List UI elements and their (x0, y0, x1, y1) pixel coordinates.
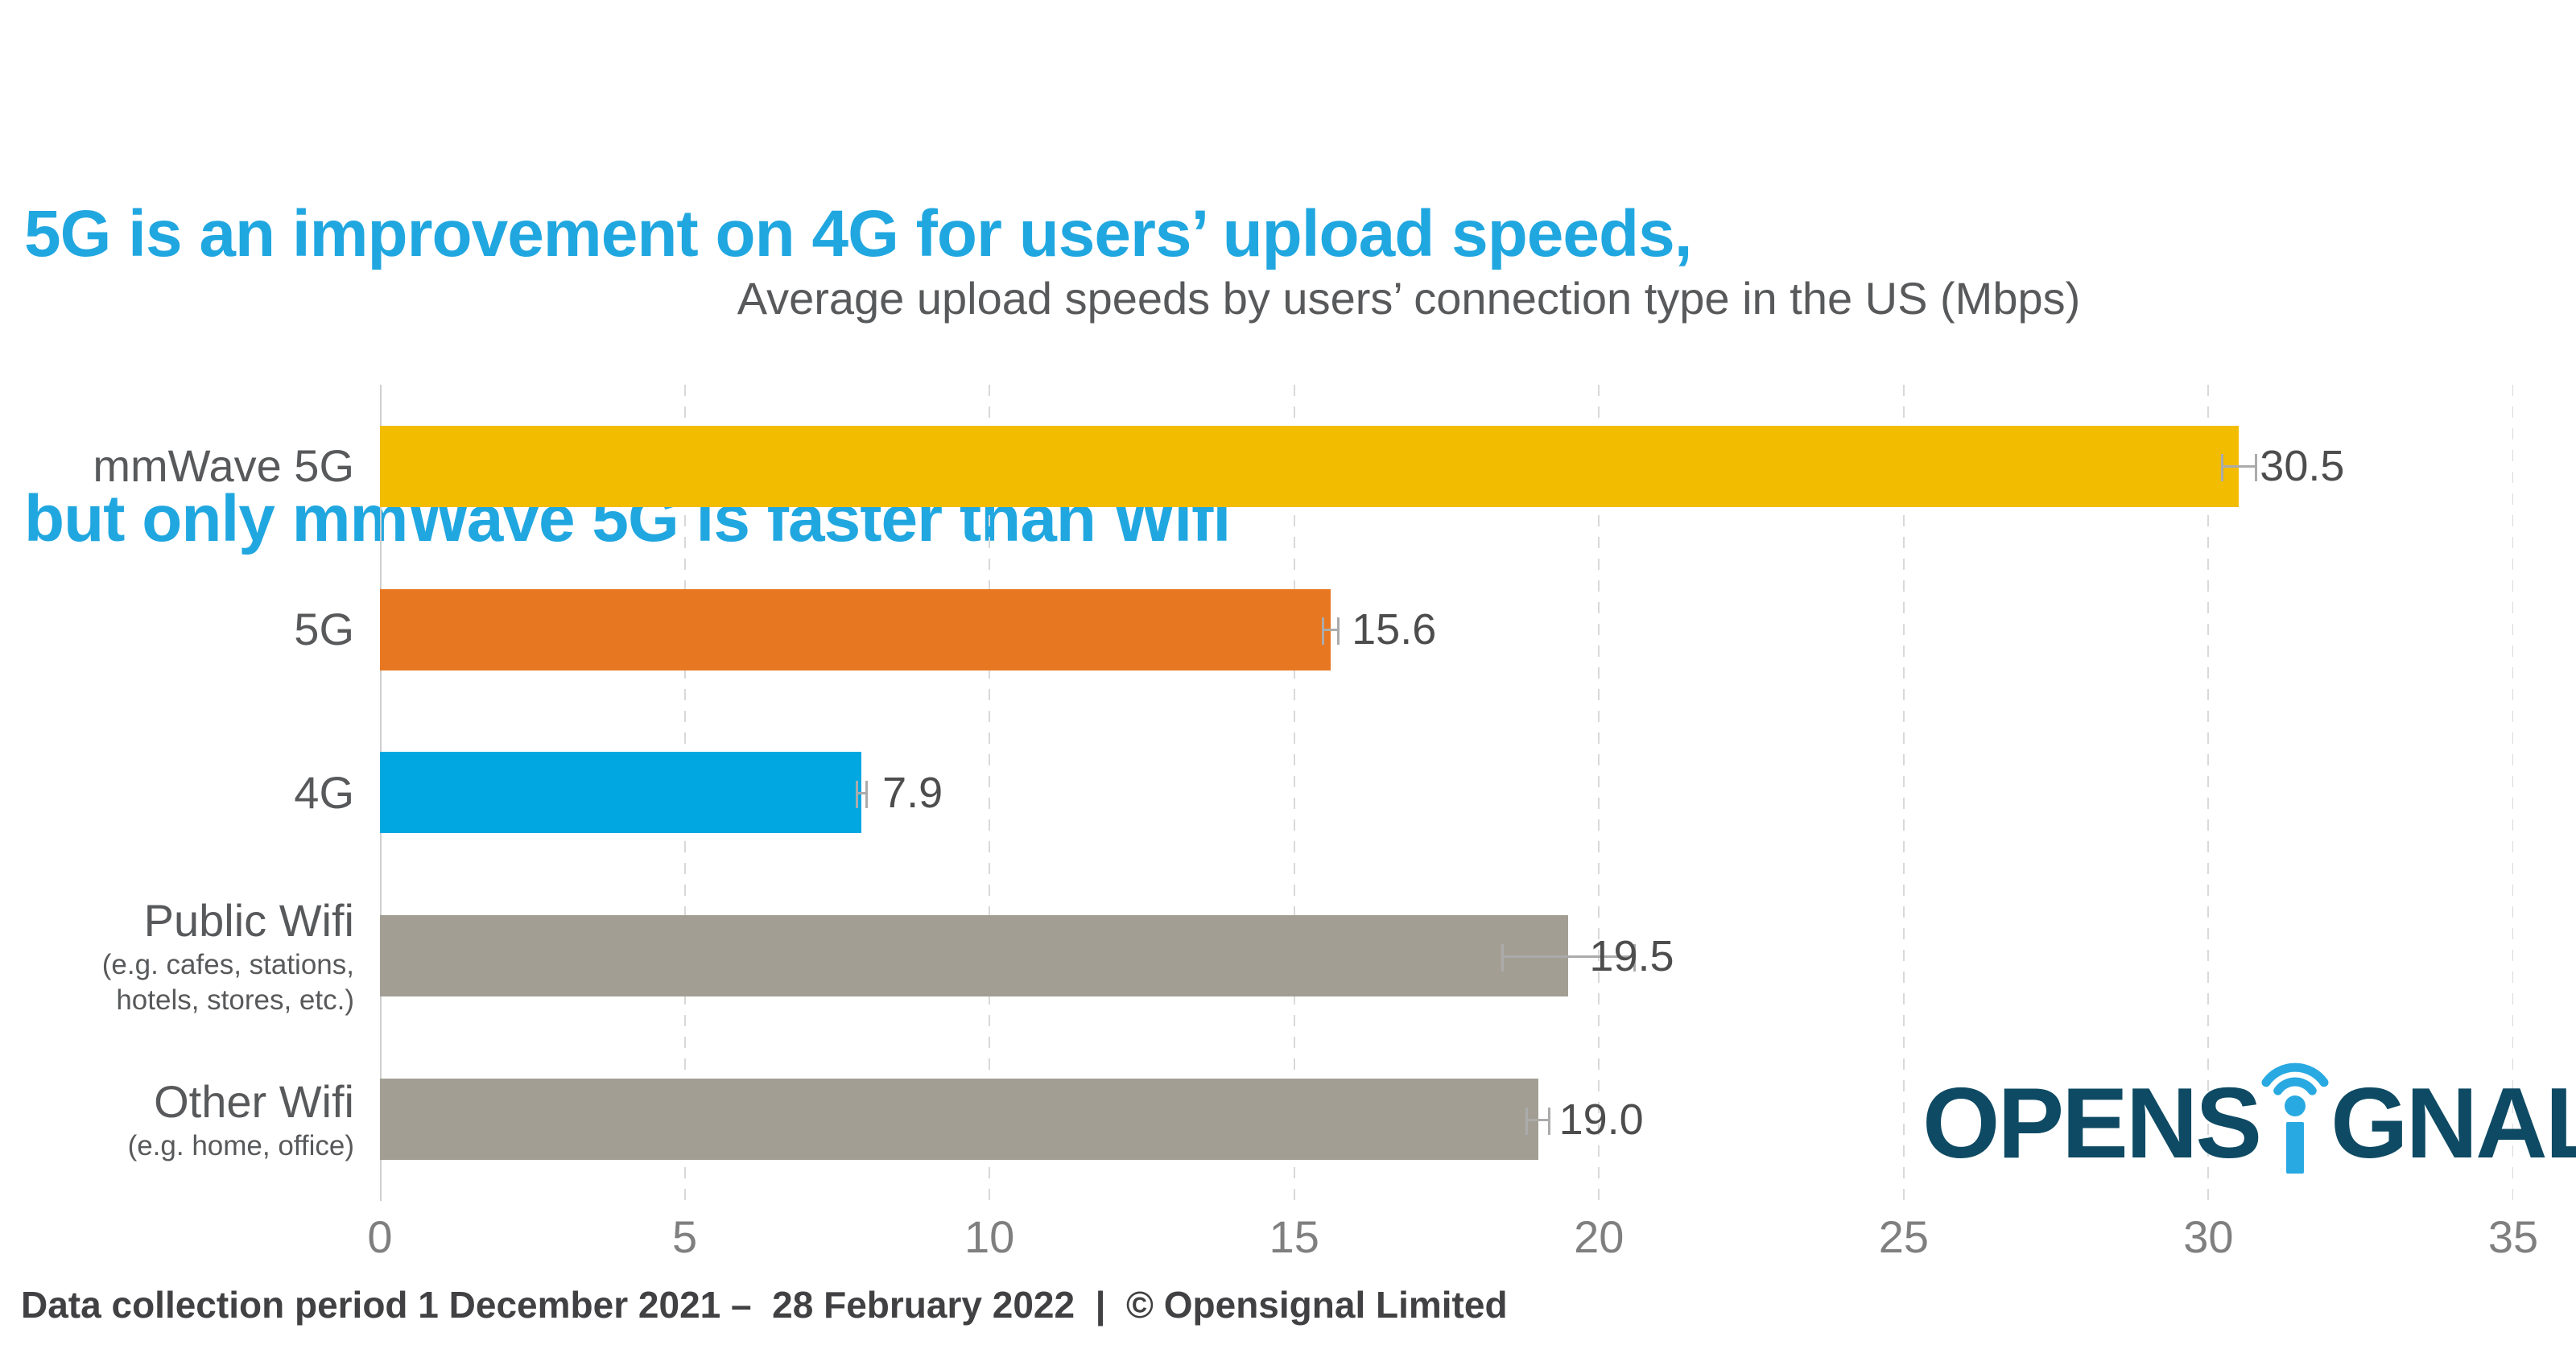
category-label-other-wifi: Other Wifi (e.g. home, office) (0, 1038, 354, 1201)
bar-public-wifi (380, 915, 1569, 997)
x-tick-label-10: 10 (964, 1211, 1015, 1262)
error-bar-5g (1321, 617, 1340, 646)
category-label-mmwave-5g: mmWave 5G (0, 385, 354, 548)
error-bar-cap-right (1547, 1107, 1550, 1135)
x-tick-label-5: 5 (671, 1211, 698, 1262)
value-label-mmwave-5g: 30.5 (2260, 442, 2345, 491)
bar-other-wifi (380, 1079, 1538, 1161)
error-bar-cap-left (2220, 454, 2223, 482)
x-tick-label-25: 25 (1878, 1211, 1929, 1262)
bar-4g (380, 752, 862, 834)
x-tick-label-15: 15 (1269, 1211, 1319, 1262)
category-label-4g: 4G (0, 712, 354, 875)
x-tick-label-0: 0 (367, 1211, 393, 1262)
error-bar-cap-right (1633, 943, 1636, 972)
chart-headline-line1: 5G is an improvement on 4G for users’ up… (24, 197, 1692, 270)
category-labels-column: mmWave 5G 5G 4G Public Wifi (e.g. cafes, sta… (0, 385, 354, 1201)
error-bar-cap-left (1321, 617, 1324, 646)
error-bar-cap-right (2254, 454, 2257, 482)
plot-area: 30.5 15.6 7.9 19.5 19.0 (380, 385, 2513, 1201)
bar-row-other-wifi: 19.0 (380, 1038, 2513, 1201)
error-bar-4g (855, 780, 868, 808)
category-label-text: mmWave 5G (93, 440, 354, 492)
category-label-text: Other Wifi (154, 1075, 354, 1127)
x-axis-ticks: 0 5 10 15 20 25 30 35 (367, 1211, 2538, 1267)
logo-text-left: OPENS (1922, 1068, 2262, 1179)
x-tick-label-35: 35 (2487, 1211, 2539, 1262)
logo-text-right: GNAL (2330, 1068, 2576, 1179)
value-label-public-wifi: 19.5 (1589, 931, 1674, 980)
bar-mmwave-5g (380, 425, 2240, 507)
wifi-signal-icon (2261, 1062, 2329, 1174)
category-label-5g: 5G (0, 548, 354, 712)
bar-row-5g: 15.6 (380, 548, 2513, 712)
value-label-4g: 7.9 (882, 768, 943, 817)
bar-row-4g: 7.9 (380, 712, 2513, 875)
value-label-other-wifi: 19.0 (1558, 1095, 1644, 1144)
chart-headline: 5G is an improvement on 4G for users’ up… (24, 0, 1692, 662)
error-bar-mmwave-5g (2220, 454, 2257, 482)
bar-row-public-wifi: 19.5 (380, 874, 2513, 1038)
category-sublabel-text: (e.g. cafes, stations, (101, 948, 354, 980)
error-bar-cap-right (1337, 617, 1340, 646)
opensignal-logo: OPENS GNAL (1922, 1024, 2576, 1174)
bar-row-mmwave-5g: 30.5 (380, 385, 2513, 548)
chart-headline-line2: but only mmWave 5G is faster than Wifi (24, 482, 1231, 555)
category-sublabel-text: hotels, stores, etc.) (116, 984, 354, 1016)
error-bar-cap-right (865, 780, 868, 808)
category-label-text: 4G (294, 766, 354, 818)
error-bar-public-wifi (1501, 943, 1636, 972)
x-tick-label-30: 30 (2183, 1211, 2234, 1262)
category-label-text: Public Wifi (143, 894, 354, 946)
gridlines (380, 385, 2513, 1201)
data-collection-note: Data collection period 1 December 2021 –… (21, 1284, 1508, 1326)
chart-subtitle: Average upload speeds by users’ connecti… (737, 273, 2081, 324)
category-label-text: 5G (294, 604, 354, 655)
bar-5g (380, 588, 1331, 670)
category-label-public-wifi: Public Wifi (e.g. cafes, stations, hotels,… (0, 874, 354, 1038)
error-bar-cap-left (855, 780, 858, 808)
error-bar-cap-left (1501, 943, 1505, 972)
value-label-5g: 15.6 (1352, 605, 1437, 654)
error-bar-other-wifi (1525, 1107, 1550, 1135)
category-sublabel-text: (e.g. home, office) (127, 1129, 354, 1161)
x-tick-label-20: 20 (1574, 1211, 1624, 1262)
error-bar-cap-left (1525, 1107, 1529, 1135)
